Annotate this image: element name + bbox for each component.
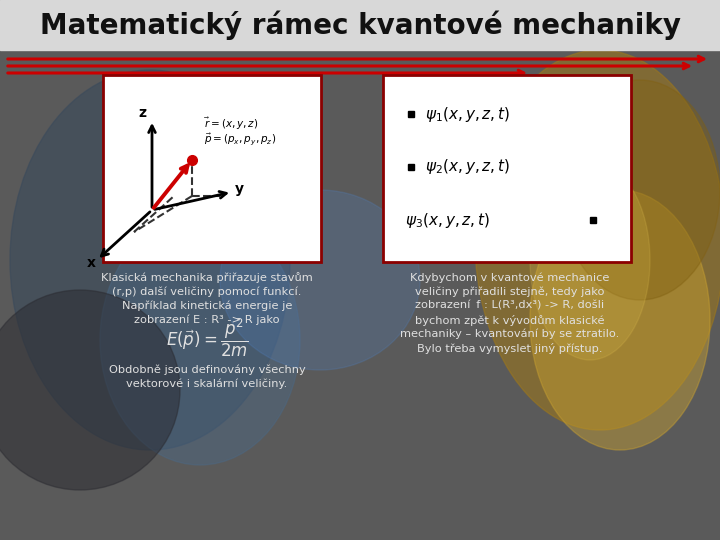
Text: $\psi_2(x, y, z, t)$: $\psi_2(x, y, z, t)$: [425, 158, 510, 177]
Bar: [383, 75, 631, 262]
Ellipse shape: [0, 290, 180, 490]
Text: z: z: [138, 106, 146, 120]
Text: $\vec{r}=(x,y,z)$: $\vec{r}=(x,y,z)$: [204, 116, 258, 132]
Text: Matematický rámec kvantové mechaniky: Matematický rámec kvantové mechaniky: [40, 10, 680, 40]
Text: mechaniky – kvantování by se ztratilo.: mechaniky – kvantování by se ztratilo.: [400, 329, 620, 339]
Text: zobrazení E : R³ -> R jako: zobrazení E : R³ -> R jako: [134, 315, 280, 325]
Text: x: x: [87, 256, 96, 270]
Ellipse shape: [530, 190, 710, 450]
Text: $\psi_3(x, y, z, t)$: $\psi_3(x, y, z, t)$: [405, 211, 490, 229]
Text: y: y: [235, 182, 244, 196]
Text: veličiny přiřadili stejně, tedy jako: veličiny přiřadili stejně, tedy jako: [415, 287, 605, 297]
Bar: [0, 0, 720, 50]
Text: $\psi_1(x, y, z, t)$: $\psi_1(x, y, z, t)$: [425, 105, 510, 124]
Ellipse shape: [530, 160, 650, 360]
Ellipse shape: [10, 70, 290, 450]
Text: Bylo třeba vymyslet jiný přístup.: Bylo třeba vymyslet jiný přístup.: [418, 342, 603, 354]
Ellipse shape: [560, 80, 720, 300]
Text: Klasická mechanika přiřazuje stavům: Klasická mechanika přiřazuje stavům: [101, 273, 313, 284]
Text: Obdobně jsou definovány všechny: Obdobně jsou definovány všechny: [109, 364, 305, 375]
Text: $\vec{p}=(p_x,p_y,p_z)$: $\vec{p}=(p_x,p_y,p_z)$: [204, 131, 276, 147]
Bar: [103, 75, 321, 262]
Text: Kdybychom v kvantové mechanice: Kdybychom v kvantové mechanice: [410, 273, 610, 284]
Text: Například kinetická energie je: Například kinetická energie je: [122, 301, 292, 311]
Ellipse shape: [220, 190, 420, 370]
Text: $E(\vec{p}) = \dfrac{p^2}{2m}$: $E(\vec{p}) = \dfrac{p^2}{2m}$: [166, 317, 248, 359]
Text: zobrazení  f : L(R³,dx³) -> R, došli: zobrazení f : L(R³,dx³) -> R, došli: [415, 301, 605, 311]
Text: bychom zpět k vývodům klasické: bychom zpět k vývodům klasické: [415, 314, 605, 326]
Text: (r,p) další veličiny pomocí funkcí.: (r,p) další veličiny pomocí funkcí.: [112, 287, 302, 297]
Ellipse shape: [475, 50, 720, 430]
Ellipse shape: [100, 215, 300, 465]
Text: vektorové i skalární veličiny.: vektorové i skalární veličiny.: [127, 379, 287, 389]
